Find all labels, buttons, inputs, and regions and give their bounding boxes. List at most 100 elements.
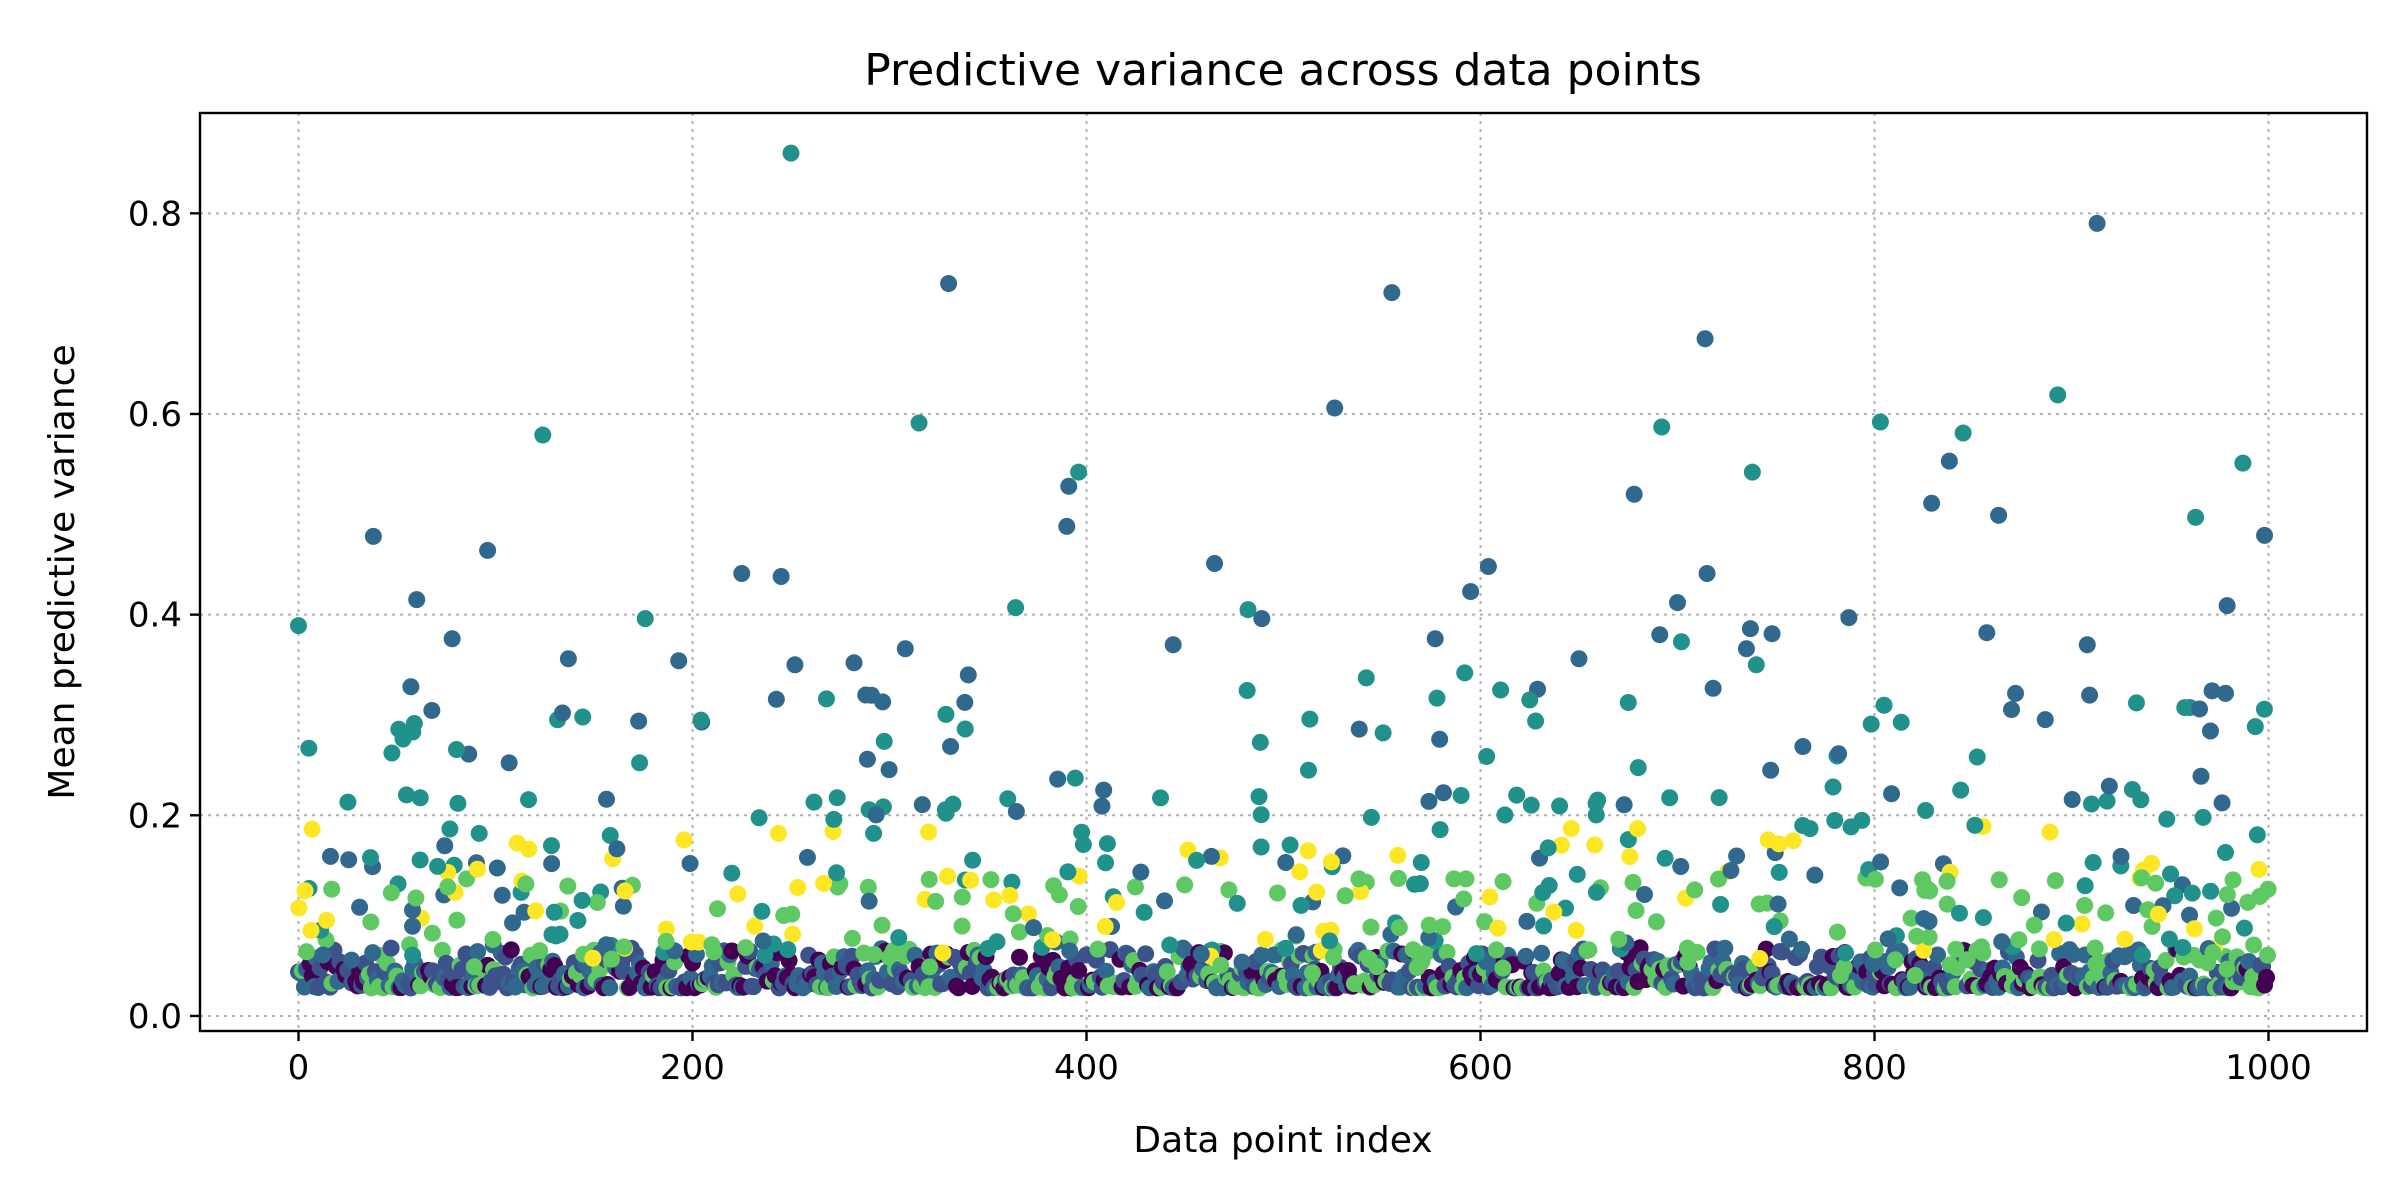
data-point — [603, 950, 621, 968]
data-point — [469, 943, 487, 961]
data-point — [1773, 943, 1791, 961]
data-point — [1712, 895, 1730, 913]
data-point — [1019, 905, 1037, 923]
data-point — [1686, 881, 1704, 899]
data-point — [982, 871, 1000, 889]
data-point — [300, 739, 318, 757]
data-point — [1913, 871, 1931, 889]
data-point — [1886, 951, 1904, 969]
data-point — [2213, 794, 2231, 812]
data-point — [527, 902, 545, 920]
data-point — [2185, 920, 2203, 938]
data-point — [927, 892, 945, 910]
outlier-point — [1426, 630, 1444, 648]
data-point — [2112, 847, 2130, 865]
outlier-point — [404, 723, 422, 741]
data-point — [2133, 946, 2151, 964]
data-point — [880, 761, 898, 779]
data-point — [468, 860, 486, 878]
data-point — [999, 790, 1017, 808]
data-point — [723, 864, 741, 882]
data-point — [953, 917, 971, 935]
data-point — [2082, 795, 2100, 813]
data-point — [1635, 885, 1653, 903]
data-point — [1968, 748, 1986, 766]
data-point — [1920, 928, 1938, 946]
data-point — [1492, 681, 1510, 699]
data-point — [1828, 923, 1846, 941]
data-point — [1096, 918, 1114, 936]
data-point — [1438, 943, 1456, 961]
outlier-point — [2187, 508, 2205, 526]
data-point — [2223, 899, 2241, 917]
data-point — [559, 877, 577, 895]
data-point — [2248, 826, 2266, 844]
data-point — [2174, 939, 2192, 957]
data-point — [2046, 872, 2064, 890]
data-point — [1624, 873, 1642, 891]
data-point — [745, 978, 763, 996]
outlier-point — [1060, 477, 1078, 495]
data-point — [1679, 953, 1697, 971]
data-point — [520, 791, 538, 809]
data-point — [1108, 894, 1126, 912]
data-point — [1794, 738, 1812, 756]
data-point — [1883, 785, 1901, 803]
data-point — [1043, 931, 1061, 949]
outlier-point — [1570, 650, 1588, 668]
data-point — [1826, 812, 1844, 830]
data-point — [1277, 939, 1295, 957]
data-point — [631, 754, 649, 772]
data-point — [1220, 881, 1238, 899]
data-point — [1661, 789, 1679, 807]
outlier-point — [443, 630, 461, 648]
data-point — [2147, 874, 2165, 892]
data-point — [1806, 866, 1824, 884]
data-point — [616, 882, 634, 900]
data-point — [865, 824, 883, 842]
outlier-point — [1747, 656, 1765, 674]
y-axis-label: Mean predictive variance — [42, 344, 83, 799]
data-point — [949, 979, 967, 997]
data-point — [1534, 884, 1552, 902]
data-point — [1413, 952, 1431, 970]
data-point — [1627, 902, 1645, 920]
data-point — [1586, 836, 1604, 854]
data-point — [824, 823, 842, 841]
data-point — [1716, 939, 1734, 957]
plot-frame — [198, 111, 2369, 1033]
data-point — [753, 902, 771, 920]
data-point — [2158, 810, 2176, 828]
data-point — [1074, 836, 1092, 854]
outlier-point — [959, 666, 977, 684]
data-point — [815, 874, 833, 892]
data-point — [1568, 865, 1586, 883]
data-point — [2076, 877, 2094, 895]
data-point — [964, 851, 982, 869]
data-point — [1292, 896, 1310, 914]
outlier-point — [1696, 330, 1714, 348]
outlier-point — [845, 654, 863, 672]
data-point — [1580, 941, 1598, 959]
data-point — [1233, 953, 1251, 971]
data-point — [390, 720, 408, 738]
data-point — [1434, 918, 1452, 936]
data-point — [1228, 894, 1246, 912]
data-point — [298, 943, 316, 961]
data-point — [1770, 863, 1788, 881]
data-point — [1256, 930, 1274, 948]
outlier-point — [1326, 399, 1344, 417]
data-point — [1253, 946, 1271, 964]
data-point — [1252, 838, 1270, 856]
outlier-point — [1206, 554, 1224, 572]
data-point — [1291, 863, 1309, 881]
data-point — [1938, 895, 1956, 913]
data-point — [1993, 933, 2011, 951]
data-point — [423, 924, 441, 942]
data-point — [828, 789, 846, 807]
outlier-point — [2191, 700, 2209, 718]
data-point — [2098, 792, 2116, 810]
data-point — [2073, 915, 2091, 933]
data-point — [1362, 808, 1380, 826]
data-point — [1656, 849, 1674, 867]
